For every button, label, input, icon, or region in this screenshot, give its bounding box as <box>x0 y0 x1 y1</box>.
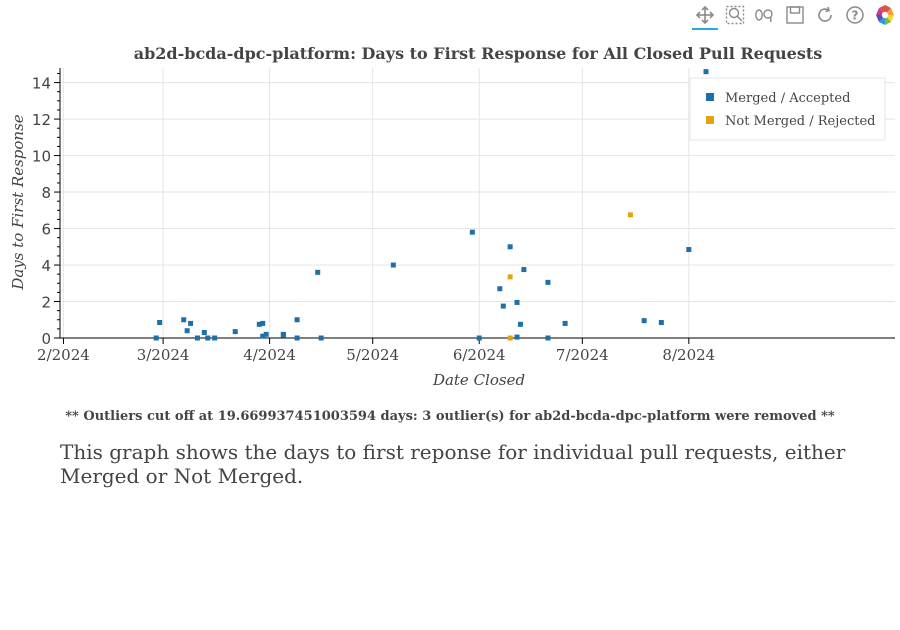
y-tick-label: 14 <box>32 75 51 93</box>
y-axis-label: Days to First Response <box>9 114 27 290</box>
merged-point <box>260 333 266 339</box>
legend: Merged / Accepted Not Merged / Rejected <box>689 77 886 141</box>
x-tick-label: 7/2024 <box>556 346 609 364</box>
x-tick-label: 5/2024 <box>346 346 399 364</box>
merged-point <box>188 320 194 326</box>
y-tick-label: 12 <box>32 111 51 129</box>
legend-label: Merged / Accepted <box>725 91 850 106</box>
legend-label: Not Merged / Rejected <box>725 114 875 129</box>
legend-box <box>689 77 886 141</box>
x-tick-label: 2/2024 <box>37 346 90 364</box>
graph-description: This graph shows the days to first repon… <box>60 440 846 488</box>
chart-title: ab2d-bcda-dpc-platform: Days to First Re… <box>134 44 823 63</box>
merged-point <box>641 318 647 324</box>
merged-point <box>521 267 527 273</box>
not-merged-point <box>507 274 513 280</box>
merged-point <box>201 330 207 336</box>
merged-point <box>514 299 520 305</box>
legend-swatch <box>706 93 714 101</box>
merged-point <box>315 269 321 275</box>
merged-point <box>260 320 266 326</box>
x-tick-label: 8/2024 <box>662 346 715 364</box>
chart-toolbar: ? <box>690 0 900 32</box>
merged-point <box>263 331 269 337</box>
data-points <box>153 69 709 341</box>
merged-point <box>686 247 692 253</box>
reset-tool-icon[interactable] <box>812 2 838 28</box>
merged-point <box>153 335 159 341</box>
merged-point <box>294 335 300 341</box>
y-tick-label: 8 <box>41 184 51 202</box>
merged-point <box>232 329 238 335</box>
merged-point <box>280 332 286 338</box>
help-tool-icon[interactable]: ? <box>842 2 868 28</box>
merged-point <box>157 319 163 325</box>
merged-point <box>562 320 568 326</box>
merged-point <box>294 317 300 323</box>
not-merged-point <box>627 212 633 218</box>
merged-point <box>205 335 211 341</box>
y-tick-label: 0 <box>41 330 51 348</box>
y-tick-label: 2 <box>41 294 51 312</box>
legend-swatch <box>706 116 714 124</box>
scatter-chart[interactable]: ab2d-bcda-dpc-platform: Days to First Re… <box>0 34 900 404</box>
x-tick-label: 4/2024 <box>243 346 296 364</box>
x-tick-label: 3/2024 <box>137 346 190 364</box>
wheel-zoom-tool-icon[interactable] <box>752 2 778 28</box>
outlier-footnote: ** Outliers cut off at 19.66993745100359… <box>65 409 835 424</box>
merged-point <box>212 335 218 341</box>
y-tick-label: 4 <box>41 257 51 275</box>
merged-point <box>507 244 513 250</box>
merged-point <box>514 334 520 340</box>
merged-point <box>545 335 551 341</box>
merged-point <box>256 321 262 327</box>
pan-tool-icon[interactable] <box>692 2 718 30</box>
merged-point <box>517 321 523 327</box>
bokeh-logo-icon[interactable] <box>872 2 898 28</box>
save-tool-icon[interactable] <box>782 2 808 28</box>
merged-point <box>703 69 709 75</box>
merged-point <box>194 335 200 341</box>
merged-point <box>658 319 664 325</box>
merged-point <box>500 303 506 309</box>
merged-point <box>390 262 396 268</box>
x-axis-label: Date Closed <box>432 371 525 389</box>
merged-point <box>469 229 475 235</box>
merged-point <box>497 286 503 292</box>
not-merged-point <box>507 335 513 341</box>
merged-point <box>545 279 551 285</box>
merged-point <box>184 328 190 334</box>
y-tick-label: 10 <box>32 148 51 166</box>
merged-point <box>318 335 324 341</box>
x-tick-label: 6/2024 <box>453 346 506 364</box>
y-tick-label: 6 <box>41 221 51 239</box>
box-zoom-tool-icon[interactable] <box>722 2 748 28</box>
merged-point <box>181 317 187 323</box>
merged-point <box>476 335 482 341</box>
svg-text:?: ? <box>852 9 859 23</box>
